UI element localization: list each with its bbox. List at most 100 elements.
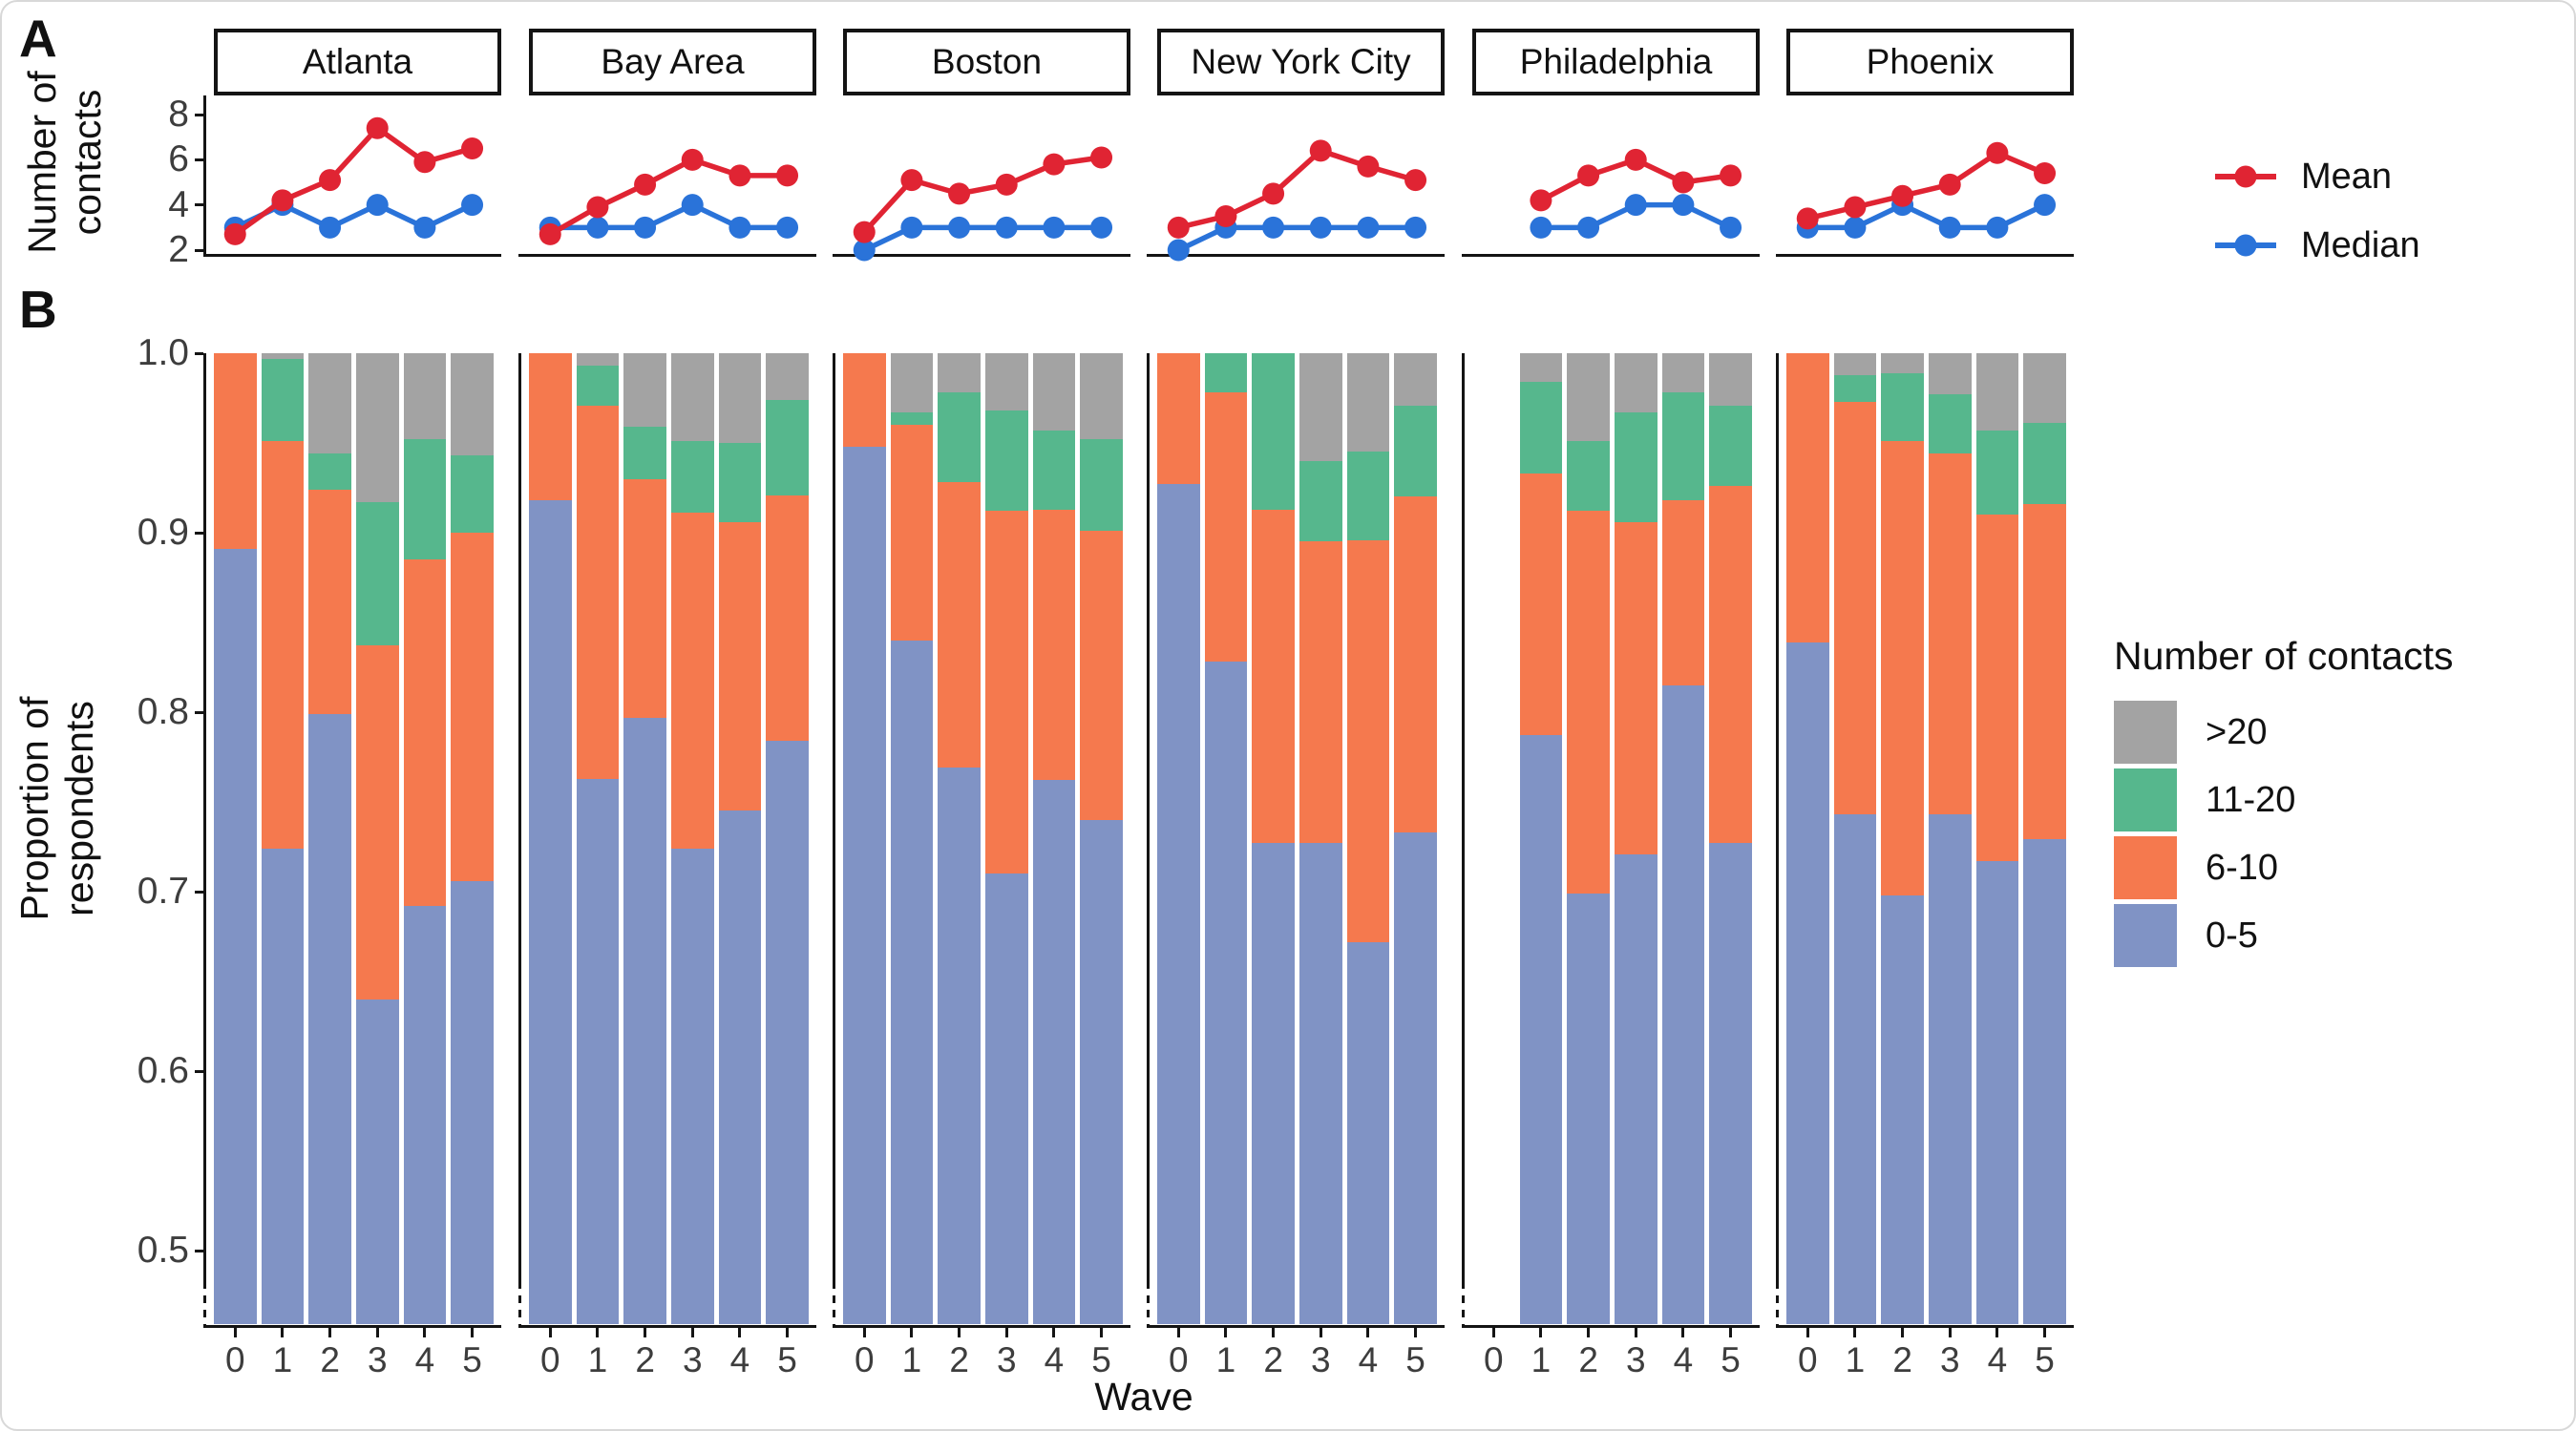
panel-b-y-axis-line bbox=[1147, 353, 1150, 1281]
facet-strip: New York City bbox=[1157, 29, 1445, 95]
bar-segment-0-5 bbox=[1614, 853, 1658, 1324]
panel-a-label: A bbox=[19, 9, 57, 68]
mean-point bbox=[1672, 171, 1695, 194]
median-point bbox=[413, 216, 436, 239]
facet-strip-label: Phoenix bbox=[1866, 42, 1995, 81]
panel-b-x-tick-mark bbox=[471, 1328, 475, 1337]
bar-segment-11-20 bbox=[670, 441, 714, 514]
bar-segment--20 bbox=[1032, 353, 1076, 431]
bar-segment--20 bbox=[451, 353, 494, 456]
panel-a-x-axis-line bbox=[203, 254, 501, 257]
panel-b-x-tick-label: 5 bbox=[777, 1340, 797, 1379]
facet-strip-label: Bay Area bbox=[601, 42, 745, 81]
panel-b-x-tick-label: 4 bbox=[1987, 1340, 2008, 1379]
mean-point bbox=[853, 221, 876, 243]
panel-a-y-tick-mark bbox=[195, 248, 203, 252]
median-point bbox=[1938, 216, 1961, 239]
bar-segment--20 bbox=[576, 353, 620, 367]
bar-segment--20 bbox=[1614, 353, 1658, 413]
panel-b-x-tick-mark bbox=[233, 1328, 237, 1337]
bar-segment-6-10 bbox=[1519, 473, 1563, 736]
bar-segment-11-20 bbox=[451, 455, 494, 533]
mean-point bbox=[995, 173, 1018, 196]
panel-a-y-tick-label: 6 bbox=[168, 138, 189, 180]
bar-segment--20 bbox=[1519, 353, 1563, 383]
panel-b-x-tick-label: 4 bbox=[1044, 1340, 1065, 1379]
mean-point bbox=[634, 173, 657, 196]
bar-segment--20 bbox=[1299, 353, 1342, 461]
panel-b-x-tick-mark bbox=[1491, 1328, 1495, 1337]
bar-segment--20 bbox=[1709, 353, 1752, 406]
median-point bbox=[728, 216, 751, 239]
bar-segment-11-20 bbox=[1080, 439, 1123, 532]
bar-segment-6-10 bbox=[1394, 496, 1437, 832]
median-point bbox=[1720, 216, 1742, 239]
panel-b-x-tick-label: 5 bbox=[462, 1340, 482, 1379]
line-chart-phoenix bbox=[1796, 141, 2057, 239]
mean-point bbox=[1796, 207, 1819, 230]
median-point bbox=[853, 239, 876, 262]
panel-b-x-tick-mark bbox=[644, 1328, 647, 1337]
panel-b-legend-title: Number of contacts bbox=[2114, 634, 2454, 678]
panel-b-x-tick-mark bbox=[958, 1328, 961, 1337]
median-point bbox=[1357, 216, 1380, 239]
panel-b-x-axis-line bbox=[518, 1325, 816, 1328]
bar-segment-11-20 bbox=[308, 453, 351, 490]
bar-segment-11-20 bbox=[1833, 374, 1877, 402]
mean-point bbox=[586, 196, 609, 219]
panel-b-x-tick-mark bbox=[375, 1328, 379, 1337]
panel-b-x-tick-label: 4 bbox=[1358, 1340, 1379, 1379]
bar-segment-11-20 bbox=[1204, 353, 1248, 393]
bar-segment-0-5 bbox=[1928, 814, 1972, 1324]
bar-segment-11-20 bbox=[1252, 353, 1295, 510]
panel-a-x-axis-line bbox=[518, 254, 816, 257]
panel-b-y-axis-break bbox=[518, 1281, 521, 1328]
panel-b-x-tick-mark bbox=[1319, 1328, 1322, 1337]
median-point bbox=[995, 216, 1018, 239]
legend-swatch-label: 0-5 bbox=[2206, 915, 2258, 956]
mean-point bbox=[1090, 146, 1113, 169]
facet-strip-label: New York City bbox=[1191, 42, 1411, 81]
panel-b-x-tick-label: 1 bbox=[1531, 1340, 1552, 1379]
mean-point bbox=[776, 164, 799, 187]
mean-point bbox=[1214, 205, 1237, 228]
bar-segment-11-20 bbox=[261, 358, 305, 442]
bar-segment-6-10 bbox=[2023, 503, 2066, 840]
panel-b-x-tick-mark bbox=[1729, 1328, 1733, 1337]
panel-b-x-axis-line bbox=[1147, 1325, 1445, 1328]
mean-point bbox=[1986, 141, 2009, 164]
bar-segment--20 bbox=[1346, 353, 1390, 452]
bar-segment-11-20 bbox=[2023, 423, 2066, 504]
bar-segment-6-10 bbox=[890, 425, 934, 641]
panel-b-x-axis-line bbox=[833, 1325, 1130, 1328]
panel-b-x-tick-label: 1 bbox=[901, 1340, 922, 1379]
bar-segment-6-10 bbox=[1928, 453, 1972, 815]
bar-segment-0-5 bbox=[890, 640, 934, 1324]
bar-segment-11-20 bbox=[890, 412, 934, 426]
panel-b-x-tick-label: 0 bbox=[540, 1340, 560, 1379]
bar-segment-0-5 bbox=[1394, 831, 1437, 1324]
panel-b-x-tick-mark bbox=[1681, 1328, 1685, 1337]
bar-segment-0-5 bbox=[1786, 642, 1829, 1324]
bar-segment-0-5 bbox=[1519, 735, 1563, 1324]
bar-segment--20 bbox=[1833, 353, 1877, 375]
bar-segment-0-5 bbox=[938, 768, 981, 1324]
bar-segment-11-20 bbox=[718, 443, 762, 522]
bar-segment-11-20 bbox=[403, 439, 447, 560]
panel-a-y-tick-mark bbox=[195, 113, 203, 116]
bar-segment-0-5 bbox=[1833, 814, 1877, 1324]
bar-segment-6-10 bbox=[1614, 521, 1658, 854]
panel-b-x-tick-label: 4 bbox=[414, 1340, 435, 1379]
panel-b-x-tick-mark bbox=[1224, 1328, 1228, 1337]
bar-segment-11-20 bbox=[1881, 372, 1924, 442]
line-chart-philadelphia bbox=[1530, 148, 1742, 239]
median-point bbox=[1844, 216, 1867, 239]
legend-swatch-6-10 bbox=[2114, 836, 2177, 899]
panel-b-y-axis-line bbox=[833, 353, 835, 1281]
bar-segment-6-10 bbox=[214, 353, 257, 549]
median-legend-key-icon bbox=[2215, 234, 2276, 257]
bar-segment-6-10 bbox=[766, 495, 809, 742]
panel-b-x-tick-label: 2 bbox=[635, 1340, 655, 1379]
panel-a-x-axis-line bbox=[1776, 254, 2074, 257]
mean-point bbox=[1530, 189, 1552, 212]
